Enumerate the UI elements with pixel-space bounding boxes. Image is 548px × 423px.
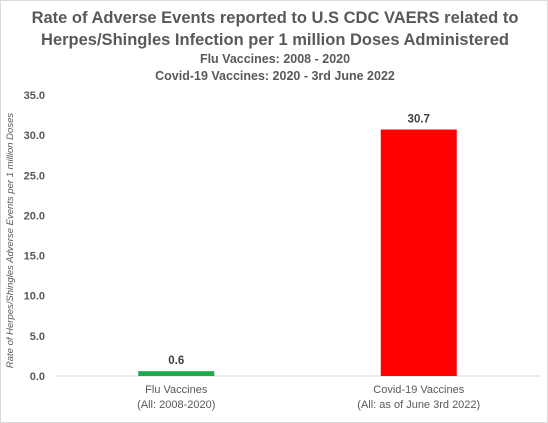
x-category-label: Flu Vaccines bbox=[145, 384, 208, 396]
y-tick-label: 25.0 bbox=[24, 170, 45, 182]
chart-subtitle-line-2: Covid-19 Vaccines: 2020 - 3rd June 2022 bbox=[155, 69, 395, 83]
y-tick-label: 30.0 bbox=[24, 130, 45, 142]
y-axis-label: Rate of Herpes/Shingles Adverse Events p… bbox=[5, 113, 16, 368]
y-tick-label: 20.0 bbox=[24, 210, 45, 222]
y-tick-label: 10.0 bbox=[24, 291, 45, 303]
x-category-label: (All: as of June 3rd 2022) bbox=[357, 399, 480, 411]
chart-subtitle-line-1: Flu Vaccines: 2008 - 2020 bbox=[199, 52, 351, 66]
bar-2 bbox=[380, 129, 457, 376]
x-category-label: (All: 2008-2020) bbox=[137, 399, 215, 411]
y-tick-label: 35.0 bbox=[24, 90, 45, 102]
x-category-label: Covid-19 Vaccines bbox=[373, 384, 464, 396]
y-tick-label: 5.0 bbox=[30, 331, 45, 343]
y-tick-label: 0.0 bbox=[30, 371, 45, 383]
y-tick-label: 15.0 bbox=[24, 251, 45, 263]
chart-title-block: Rate of Adverse Events reported to U.S C… bbox=[1, 7, 548, 85]
chart-title-line-2: Herpes/Shingles Infection per 1 million … bbox=[41, 31, 509, 49]
data-label-2: 30.7 bbox=[408, 114, 430, 126]
chart-title-line-1: Rate of Adverse Events reported to U.S C… bbox=[31, 9, 519, 27]
bar-1 bbox=[138, 371, 215, 376]
data-label-1: 0.6 bbox=[168, 355, 184, 367]
